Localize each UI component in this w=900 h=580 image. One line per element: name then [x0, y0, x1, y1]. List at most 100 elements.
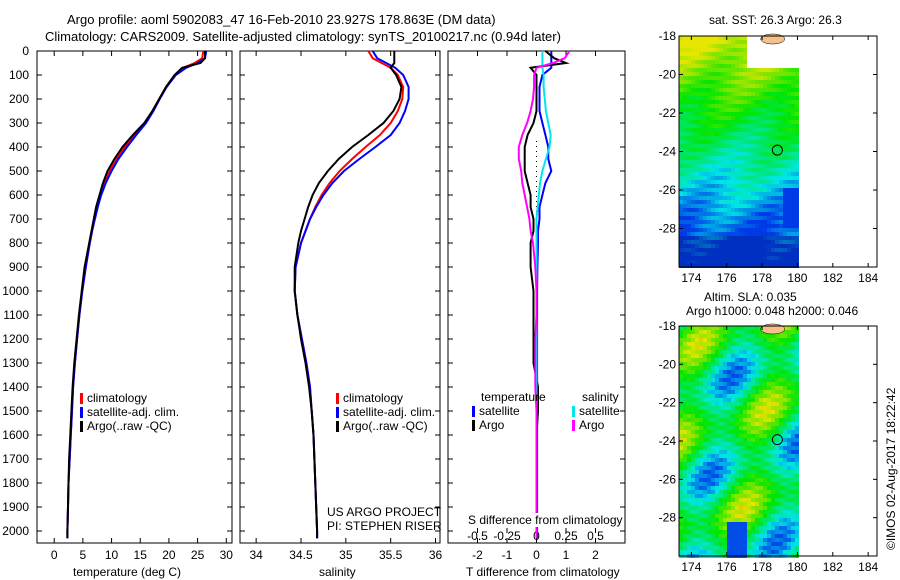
- map-cell: [735, 450, 739, 454]
- map-cell: [707, 132, 711, 136]
- map-cell: [739, 410, 743, 414]
- map-cell: [699, 40, 703, 44]
- map-cell: [735, 120, 739, 124]
- map-cell: [759, 244, 763, 248]
- map-cell: [783, 442, 787, 446]
- map-cell: [775, 506, 779, 510]
- map-cell: [707, 40, 711, 44]
- map-cell: [751, 100, 755, 104]
- map-cell: [743, 240, 747, 244]
- map-cell: [719, 168, 723, 172]
- map-cell: [695, 446, 699, 450]
- map-cell: [763, 196, 767, 200]
- map-cell: [787, 180, 791, 184]
- map-cell: [691, 264, 695, 268]
- map-cell: [695, 414, 699, 418]
- map-cell: [759, 474, 763, 478]
- map-cell: [779, 414, 783, 418]
- map-cell: [731, 338, 735, 342]
- map-cell: [795, 538, 799, 542]
- map-cell: [743, 92, 747, 96]
- map-cell: [791, 92, 795, 96]
- map-cell: [683, 338, 687, 342]
- map-cell: [767, 502, 771, 506]
- map-cell: [759, 228, 763, 232]
- map-cell: [775, 542, 779, 546]
- map-cell: [759, 108, 763, 112]
- map-cell: [747, 224, 751, 228]
- map-cell: [679, 52, 683, 56]
- map-cell: [695, 152, 699, 156]
- map-cell: [771, 136, 775, 140]
- map-cell: [735, 522, 739, 526]
- map-cell: [723, 346, 727, 350]
- map-cell: [731, 458, 735, 462]
- map-cell: [703, 406, 707, 410]
- map-cell: [779, 358, 783, 362]
- map-cell: [695, 394, 699, 398]
- map-cell: [683, 172, 687, 176]
- map-cell: [715, 326, 719, 330]
- map-cell: [707, 116, 711, 120]
- map-cell: [747, 100, 751, 104]
- series-line-climatology: [66, 50, 205, 539]
- map-cell: [755, 518, 759, 522]
- map-cell: [779, 466, 783, 470]
- map-cell: [735, 44, 739, 48]
- map-cell: [723, 240, 727, 244]
- map-cell: [775, 88, 779, 92]
- map-cell: [739, 338, 743, 342]
- map-cell: [755, 398, 759, 402]
- map-cell: [743, 72, 747, 76]
- map-cell: [679, 252, 683, 256]
- map-cell: [715, 470, 719, 474]
- map-cell: [775, 196, 779, 200]
- map-cell: [739, 374, 743, 378]
- map-cell: [763, 232, 767, 236]
- map-cell: [763, 406, 767, 410]
- map-cell: [687, 466, 691, 470]
- map-cell: [731, 406, 735, 410]
- map-cell: [763, 124, 767, 128]
- map-cell: [767, 260, 771, 264]
- map-cell: [787, 510, 791, 514]
- map-cell: [719, 80, 723, 84]
- map-cell: [679, 184, 683, 188]
- map-cell: [743, 390, 747, 394]
- map-cell: [707, 92, 711, 96]
- map-cell: [719, 44, 723, 48]
- map-cell: [703, 434, 707, 438]
- map-cell: [735, 486, 739, 490]
- map-cell: [783, 350, 787, 354]
- map-cell: [683, 542, 687, 546]
- map-cell: [767, 366, 771, 370]
- map-cell: [767, 454, 771, 458]
- map-cell: [775, 426, 779, 430]
- map-cell: [699, 96, 703, 100]
- legend-swatch: [80, 420, 83, 432]
- map-cell: [787, 236, 791, 240]
- map-cell: [771, 108, 775, 112]
- map-cell: [711, 394, 715, 398]
- map-cell: [791, 346, 795, 350]
- map-cell: [719, 358, 723, 362]
- map-cell: [707, 410, 711, 414]
- map-cell: [707, 434, 711, 438]
- map-cell: [791, 450, 795, 454]
- map-cell: [679, 228, 683, 232]
- map-cell: [695, 410, 699, 414]
- map-cell: [679, 88, 683, 92]
- map-cell: [723, 188, 727, 192]
- map-cell: [727, 180, 731, 184]
- map-cell: [691, 140, 695, 144]
- map-cell: [739, 350, 743, 354]
- map-cell: [771, 76, 775, 80]
- map-cell: [755, 546, 759, 550]
- map-cell: [795, 236, 799, 240]
- map-cell: [795, 136, 799, 140]
- map-cell: [699, 184, 703, 188]
- map-cell: [759, 402, 763, 406]
- map-cell: [759, 542, 763, 546]
- map-cell: [695, 160, 699, 164]
- map-cell: [783, 450, 787, 454]
